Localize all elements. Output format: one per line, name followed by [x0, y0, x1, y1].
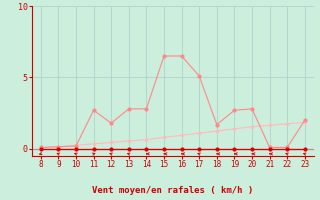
X-axis label: Vent moyen/en rafales ( km/h ): Vent moyen/en rafales ( km/h )	[92, 186, 253, 195]
